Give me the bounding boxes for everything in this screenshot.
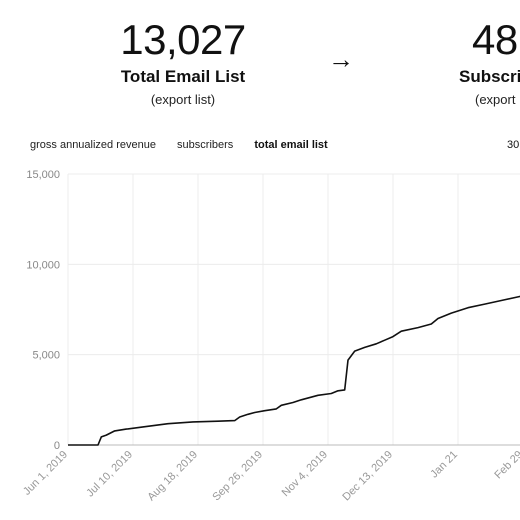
total-email-list-label: Total Email List: [120, 67, 246, 86]
right-arrow-icon: →: [328, 44, 354, 74]
export-subscribers-link[interactable]: (export: [475, 92, 516, 107]
x-tick-label: Jun 1, 2019: [21, 449, 70, 498]
x-tick-label: Aug 18, 2019: [145, 449, 200, 504]
export-list-link[interactable]: (export list): [150, 92, 216, 107]
x-tick-label: Feb 29: [492, 449, 520, 482]
tab-gross-annualized-revenue[interactable]: gross annualized revenue: [30, 139, 156, 151]
date-range-selector[interactable]: 30: [507, 139, 520, 151]
y-tick-label: 15,000: [26, 169, 60, 181]
tab-subscribers[interactable]: subscribers: [177, 139, 234, 151]
x-tick-label: Jul 10, 2019: [84, 449, 135, 500]
x-tick-label: Nov 4, 2019: [280, 449, 330, 499]
x-tick-label: Jan 21: [428, 449, 460, 481]
y-tick-label: 5,000: [32, 350, 60, 362]
total-email-list-value: 13,027: [120, 16, 246, 63]
total-email-list-stat: 13,027 Total Email List (export list): [63, 16, 303, 108]
subscribers-label: Subscri: [459, 67, 520, 86]
y-tick-label: 0: [54, 440, 60, 452]
y-tick-label: 10,000: [26, 259, 60, 271]
series-line-total-email-list: [68, 295, 520, 446]
metric-tabs: gross annualized revenue subscribers tot…: [30, 139, 346, 151]
subscribers-value: 48: [472, 16, 518, 63]
x-tick-label: Dec 13, 2019: [340, 449, 395, 504]
subscribers-stat: 48 Subscri (export: [395, 16, 520, 108]
x-tick-label: Sep 26, 2019: [210, 449, 265, 504]
tab-total-email-list[interactable]: total email list: [254, 139, 328, 151]
total-email-list-chart: 0 5,000 10,000 15,000 Jun 1, 2019 Jul 10, 201…: [21, 169, 520, 504]
